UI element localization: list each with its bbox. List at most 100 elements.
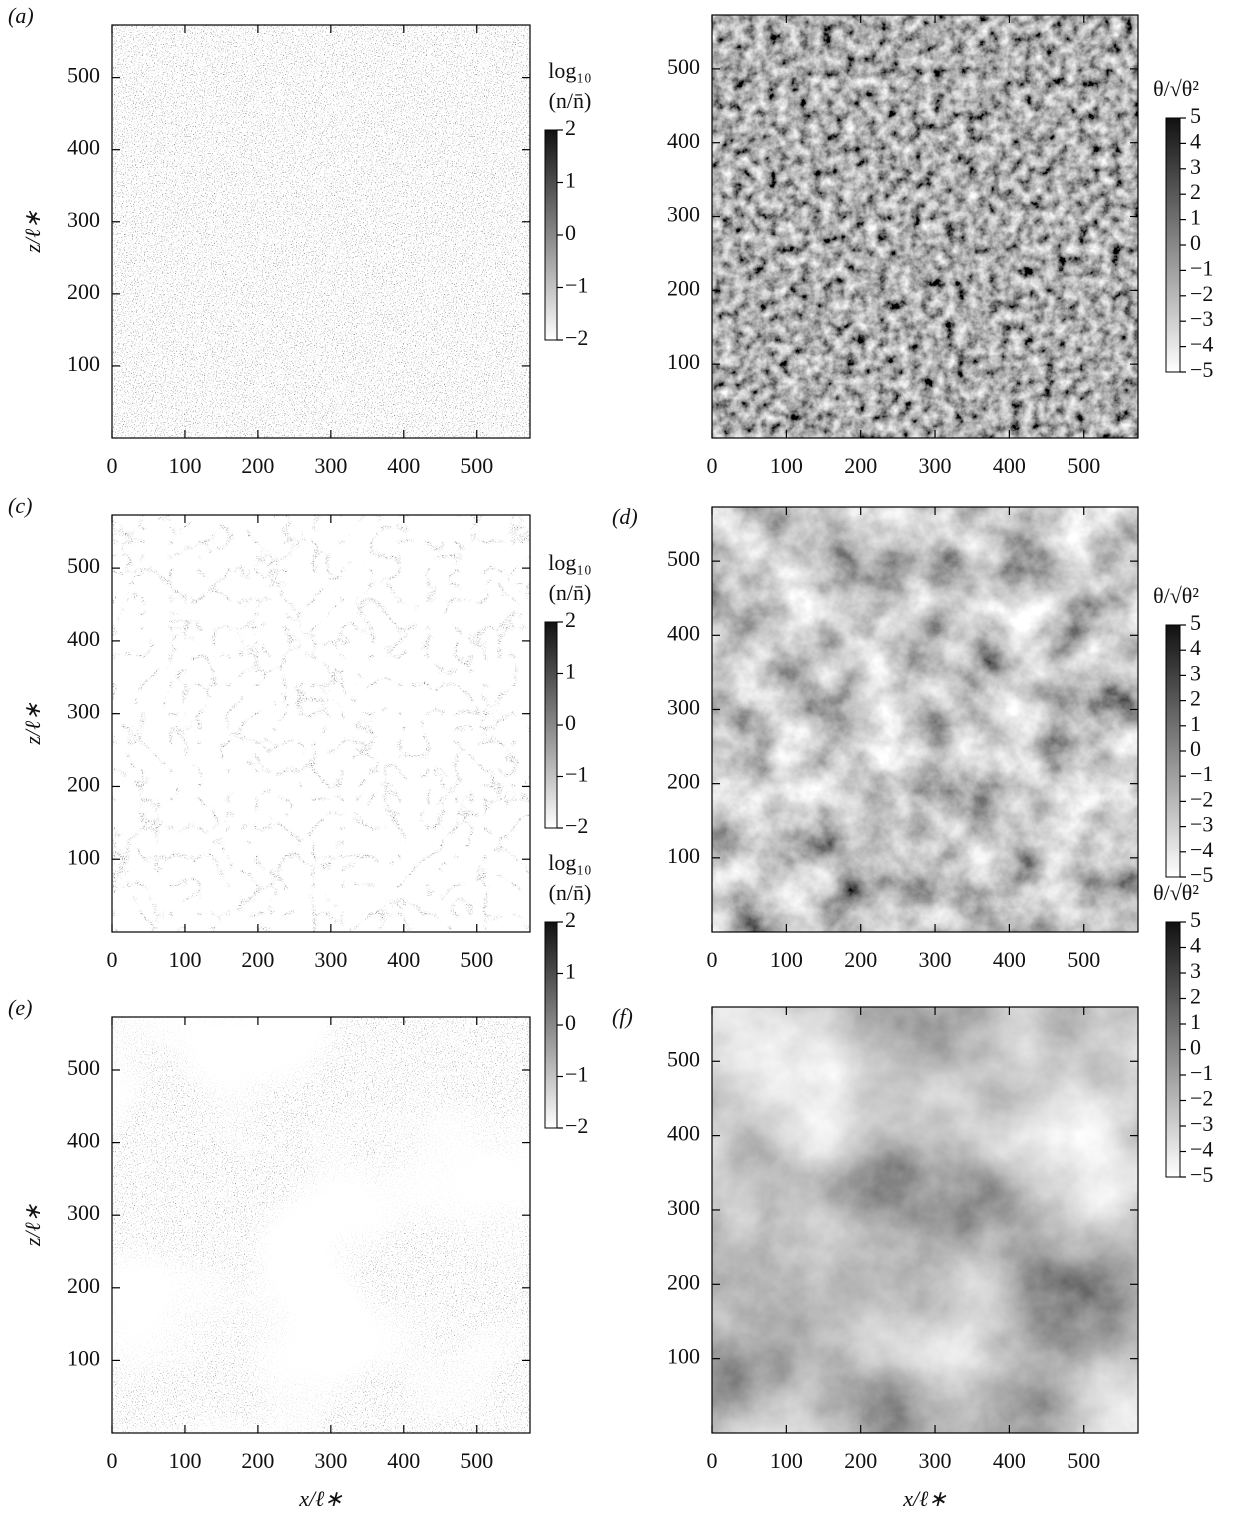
y-tick-label: 200 — [667, 1269, 700, 1294]
colorbar-tick-label: −3 — [1190, 1111, 1213, 1136]
y-tick-label: 400 — [67, 1128, 100, 1153]
y-tick-label: 400 — [667, 1121, 700, 1146]
colorbar-tick-label: −1 — [565, 273, 588, 298]
colorbar-tick-label: 0 — [1190, 230, 1201, 255]
panel-label: (e) — [8, 995, 32, 1020]
colorbar-tick-label: 5 — [1190, 103, 1201, 128]
colorbar-tick-label: 5 — [1190, 907, 1201, 932]
colorbar-label: θ/√θ² — [1153, 583, 1199, 608]
colorbar-tick-label: 3 — [1190, 958, 1201, 983]
x-tick-label: 500 — [460, 453, 493, 478]
field-image — [712, 507, 1138, 932]
x-tick-label: 300 — [314, 1448, 347, 1473]
panel-label: (c) — [8, 493, 32, 518]
x-tick-label: 0 — [707, 947, 718, 972]
colorbar-tick-label: 0 — [1190, 1035, 1201, 1060]
colorbar-tick-label: −3 — [1190, 812, 1213, 837]
colorbar-tick-label: −5 — [1190, 862, 1213, 887]
plot-frame — [111, 514, 531, 933]
plot-frame — [711, 1006, 1139, 1434]
colorbar-tick-label: −2 — [1190, 786, 1213, 811]
x-tick-label: 300 — [919, 453, 952, 478]
y-tick-label: 500 — [667, 546, 700, 571]
y-tick-label: 200 — [667, 769, 700, 794]
y-tick-label: 100 — [667, 843, 700, 868]
x-tick-label: 200 — [844, 1448, 877, 1473]
x-tick-label: 200 — [844, 453, 877, 478]
x-tick-label: 400 — [993, 947, 1026, 972]
y-tick-label: 500 — [67, 1055, 100, 1080]
x-tick-label: 200 — [241, 453, 274, 478]
colorbar — [1165, 117, 1181, 373]
y-tick-label: 300 — [67, 699, 100, 724]
colorbar-label: log₁₀ — [548, 850, 591, 875]
colorbar-tick-label: 1 — [1190, 205, 1201, 230]
colorbar-tick-label: 2 — [1190, 984, 1201, 1009]
colorbar-label: log₁₀ — [548, 550, 591, 575]
y-tick-label: 400 — [67, 135, 100, 160]
colorbar-tick-label: −2 — [1190, 1086, 1213, 1111]
y-tick-label: 500 — [67, 553, 100, 578]
x-tick-label: 200 — [844, 947, 877, 972]
x-tick-label: 300 — [919, 947, 952, 972]
x-tick-label: 0 — [707, 453, 718, 478]
y-tick-label: 100 — [667, 1344, 700, 1369]
x-tick-label: 300 — [919, 1448, 952, 1473]
colorbar-tick-label: 1 — [1190, 711, 1201, 736]
x-tick-label: 100 — [770, 947, 803, 972]
y-tick-label: 200 — [67, 1273, 100, 1298]
x-tick-label: 400 — [387, 947, 420, 972]
colorbar-tick-label: −4 — [1190, 332, 1213, 357]
field-image — [712, 15, 1138, 438]
colorbar-tick-label: 4 — [1190, 128, 1201, 153]
y-tick-label: 400 — [67, 626, 100, 651]
x-tick-label: 100 — [168, 947, 201, 972]
colorbar-tick-label: −2 — [1190, 281, 1213, 306]
x-tick-label: 500 — [1067, 947, 1100, 972]
colorbar-tick-label: 2 — [565, 907, 576, 932]
x-tick-label: 0 — [107, 1448, 118, 1473]
y-tick-label: 100 — [67, 1345, 100, 1370]
colorbar-tick-label: 0 — [565, 710, 576, 735]
field-image — [112, 515, 530, 932]
colorbar-tick-label: 4 — [1190, 635, 1201, 660]
x-tick-label: 300 — [314, 947, 347, 972]
colorbar-tick-label: 0 — [565, 220, 576, 245]
y-axis-label: z/ℓ∗ — [20, 702, 45, 746]
x-tick-label: 200 — [241, 947, 274, 972]
colorbar-tick-label: −1 — [565, 1062, 588, 1087]
panel-label: (a) — [8, 3, 34, 28]
y-tick-label: 300 — [667, 695, 700, 720]
y-tick-label: 500 — [667, 54, 700, 79]
plot-frame — [111, 24, 531, 439]
x-tick-label: 400 — [387, 1448, 420, 1473]
x-tick-label: 200 — [241, 1448, 274, 1473]
x-tick-label: 0 — [707, 1448, 718, 1473]
colorbar-tick-label: 1 — [565, 168, 576, 193]
colorbar-tick-label: 1 — [565, 659, 576, 684]
colorbar — [544, 129, 558, 341]
colorbar-tick-label: −2 — [565, 813, 588, 838]
x-tick-label: 0 — [107, 453, 118, 478]
colorbar-tick-label: −5 — [1190, 357, 1213, 382]
x-tick-label: 500 — [1067, 453, 1100, 478]
x-tick-label: 500 — [1067, 1448, 1100, 1473]
colorbar-tick-label: 2 — [1190, 179, 1201, 204]
x-tick-label: 0 — [107, 947, 118, 972]
colorbar-label: log₁₀ — [548, 58, 591, 83]
colorbar-tick-label: −2 — [565, 325, 588, 350]
field-image — [712, 1007, 1138, 1433]
y-tick-label: 100 — [667, 349, 700, 374]
y-tick-label: 100 — [67, 844, 100, 869]
colorbar-tick-label: 2 — [1190, 686, 1201, 711]
colorbar-label: θ/√θ² — [1153, 880, 1199, 905]
x-tick-label: 100 — [770, 453, 803, 478]
colorbar-tick-label: 3 — [1190, 660, 1201, 685]
x-tick-label: 100 — [770, 1448, 803, 1473]
colorbar-label: (n/n̄) — [549, 880, 592, 905]
x-tick-label: 400 — [993, 453, 1026, 478]
x-tick-label: 400 — [993, 1448, 1026, 1473]
y-tick-label: 400 — [667, 620, 700, 645]
colorbar-tick-label: −3 — [1190, 306, 1213, 331]
y-tick-label: 300 — [67, 207, 100, 232]
